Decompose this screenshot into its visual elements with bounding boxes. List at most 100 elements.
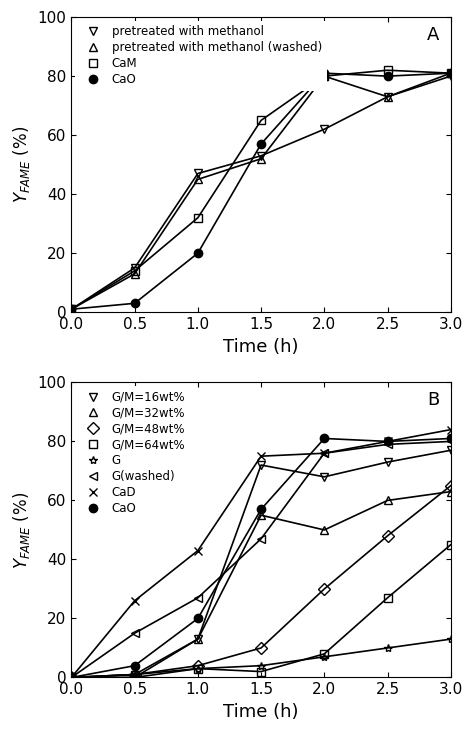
pretreated with methanol (258, 152, 264, 160)
G (69, 673, 74, 682)
G(washed) (385, 440, 391, 449)
pretreated with methanol (washed) (69, 305, 74, 313)
G(washed) (195, 594, 201, 602)
Line: G/M=48wt%: G/M=48wt% (67, 482, 455, 681)
Line: CaO: CaO (67, 434, 455, 681)
G/M=16wt% (448, 446, 454, 455)
Line: G: G (67, 635, 455, 681)
CaD (195, 546, 201, 555)
Line: CaD: CaD (67, 425, 455, 681)
CaD (258, 452, 264, 460)
CaD (385, 437, 391, 446)
CaM (321, 72, 327, 81)
CaO (321, 69, 327, 78)
G/M=48wt% (321, 585, 327, 594)
G/M=32wt% (195, 635, 201, 643)
Line: pretreated with methanol: pretreated with methanol (67, 72, 455, 313)
G/M=32wt% (385, 496, 391, 505)
CaO (195, 614, 201, 623)
CaD (69, 673, 74, 682)
pretreated with methanol (448, 72, 454, 81)
pretreated with methanol (washed) (321, 72, 327, 81)
Line: G/M=16wt%: G/M=16wt% (67, 446, 455, 681)
CaO (321, 434, 327, 443)
Line: pretreated with methanol (washed): pretreated with methanol (washed) (67, 69, 455, 313)
G (448, 635, 454, 643)
G/M=48wt% (448, 482, 454, 490)
G/M=16wt% (195, 635, 201, 643)
CaM (132, 266, 137, 275)
Line: CaO: CaO (67, 69, 455, 313)
CaD (132, 597, 137, 605)
G(washed) (69, 673, 74, 682)
CaM (195, 213, 201, 222)
X-axis label: Time (h): Time (h) (223, 703, 299, 721)
G/M=32wt% (321, 526, 327, 534)
G/M=64wt% (321, 649, 327, 658)
CaO (132, 299, 137, 307)
CaO (258, 505, 264, 514)
G/M=16wt% (385, 458, 391, 466)
pretreated with methanol (321, 125, 327, 134)
G/M=32wt% (69, 673, 74, 682)
G/M=32wt% (448, 488, 454, 496)
CaM (258, 116, 264, 124)
Line: G/M=32wt%: G/M=32wt% (67, 488, 455, 681)
G/M=32wt% (132, 670, 137, 679)
CaM (385, 66, 391, 75)
Line: CaM: CaM (67, 66, 455, 313)
X-axis label: Time (h): Time (h) (223, 337, 299, 356)
pretreated with methanol (132, 264, 137, 272)
CaO (195, 249, 201, 258)
G(washed) (448, 437, 454, 446)
G/M=64wt% (385, 594, 391, 602)
G (132, 673, 137, 682)
G(washed) (132, 629, 137, 638)
CaO (132, 661, 137, 670)
pretreated with methanol (385, 92, 391, 101)
CaO (448, 69, 454, 78)
CaM (69, 305, 74, 313)
pretreated with methanol (washed) (258, 154, 264, 163)
CaO (448, 434, 454, 443)
Text: A: A (427, 26, 439, 44)
CaM (448, 69, 454, 78)
G (321, 652, 327, 661)
Text: B: B (427, 392, 439, 409)
G (258, 661, 264, 670)
pretreated with methanol (69, 305, 74, 313)
G/M=64wt% (448, 540, 454, 549)
G/M=64wt% (132, 670, 137, 679)
Y-axis label: $Y_{FAME}$ (%): $Y_{FAME}$ (%) (11, 491, 32, 569)
G/M=48wt% (385, 531, 391, 540)
Line: G/M=64wt%: G/M=64wt% (67, 540, 455, 681)
CaO (258, 140, 264, 149)
CaD (321, 449, 327, 458)
G/M=32wt% (258, 511, 264, 520)
G/M=64wt% (195, 664, 201, 673)
G/M=64wt% (258, 667, 264, 676)
G/M=16wt% (321, 472, 327, 481)
pretreated with methanol (washed) (132, 269, 137, 278)
CaO (69, 673, 74, 682)
G/M=48wt% (195, 661, 201, 670)
Y-axis label: $Y_{FAME}$ (%): $Y_{FAME}$ (%) (11, 126, 32, 203)
G/M=16wt% (132, 673, 137, 682)
G/M=48wt% (258, 643, 264, 652)
G (195, 664, 201, 673)
G(washed) (321, 449, 327, 458)
pretreated with methanol (washed) (448, 69, 454, 78)
G/M=48wt% (132, 670, 137, 679)
Line: G(washed): G(washed) (67, 437, 455, 681)
CaD (448, 425, 454, 434)
pretreated with methanol (washed) (195, 175, 201, 184)
G/M=16wt% (258, 460, 264, 469)
CaO (69, 305, 74, 313)
CaO (385, 437, 391, 446)
pretreated with methanol (washed) (385, 92, 391, 101)
CaO (385, 72, 391, 81)
Legend: G/M=16wt%, G/M=32wt%, G/M=48wt%, G/M=64wt%, G, G(washed), CaD, CaO: G/M=16wt%, G/M=32wt%, G/M=48wt%, G/M=64w… (75, 386, 190, 520)
G(washed) (258, 534, 264, 543)
G (385, 643, 391, 652)
G/M=48wt% (69, 673, 74, 682)
